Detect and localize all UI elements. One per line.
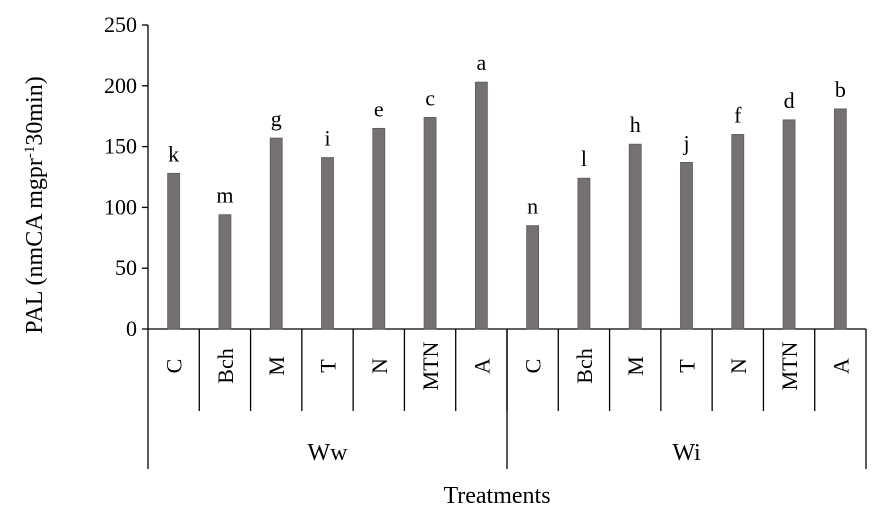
category-label: M [623, 356, 648, 376]
category-label: A [828, 358, 853, 374]
y-axis-title-main: PAL (nmCA mgpr [22, 158, 48, 334]
group-label: Ww [308, 440, 349, 466]
significance-letters: k m g i e c a n l h j f d b [168, 50, 846, 218]
significance-letter: e [374, 96, 384, 121]
bar-wi-n [731, 134, 745, 330]
bar-wi-m [628, 143, 642, 330]
significance-letter: b [835, 77, 846, 102]
significance-letter: k [168, 141, 179, 166]
significance-letter: c [425, 85, 435, 110]
bar-ww-bch [218, 214, 232, 330]
significance-letter: h [630, 112, 641, 137]
bar-ww-n [372, 127, 386, 330]
y-tick-label: 200 [104, 73, 137, 98]
y-tick-labels: 0 50 100 150 200 250 [104, 12, 137, 341]
bars [167, 81, 847, 330]
significance-letter: a [476, 50, 486, 75]
y-tick-label: 150 [104, 134, 137, 159]
y-tick-label: 100 [104, 194, 137, 219]
group-label: Wi [672, 440, 701, 466]
category-label: N [367, 358, 392, 374]
bar-ww-c [167, 172, 181, 330]
bar-wi-mtn [782, 119, 796, 330]
bar-wi-t [680, 162, 693, 330]
significance-letter: m [216, 183, 233, 208]
significance-letter: f [734, 102, 742, 127]
y-tick-label: 250 [104, 12, 137, 37]
category-labels: C Bch M T N MTN A C Bch M T N MTN A [162, 341, 854, 390]
significance-letter: i [324, 126, 330, 151]
bar-ww-m [269, 137, 283, 330]
x-axis-title: Treatments [443, 483, 550, 509]
category-label: Bch [572, 348, 597, 383]
y-axis-title: PAL (nmCA mgpr-130min) [22, 76, 48, 333]
bar-wi-a [833, 108, 847, 330]
significance-letter: g [271, 106, 282, 131]
category-label: N [726, 358, 751, 374]
bar-ww-t [321, 157, 334, 330]
category-label: T [316, 359, 341, 373]
significance-letter: n [527, 194, 538, 219]
category-label: M [264, 356, 289, 376]
y-tick-label: 50 [115, 255, 137, 280]
category-label: C [521, 359, 546, 374]
significance-letter: d [784, 88, 795, 113]
category-label: MTN [777, 341, 802, 390]
group-labels: Ww Wi [308, 440, 702, 466]
y-axis-title-sup: -1 [22, 146, 38, 159]
axes [142, 24, 867, 469]
category-label: A [469, 358, 494, 374]
category-label: T [675, 359, 700, 373]
significance-letter: l [581, 146, 587, 171]
category-label: C [162, 359, 187, 374]
bar-wi-bch [577, 177, 591, 330]
category-label: MTN [418, 341, 443, 390]
y-tick-label: 0 [126, 316, 137, 341]
bar-wi-c [526, 225, 540, 330]
bar-ww-a [474, 81, 488, 330]
significance-letter: j [682, 130, 689, 155]
category-label: Bch [213, 348, 238, 383]
bar-ww-mtn [423, 117, 437, 330]
y-axis-title-rest: 30min) [22, 76, 48, 145]
